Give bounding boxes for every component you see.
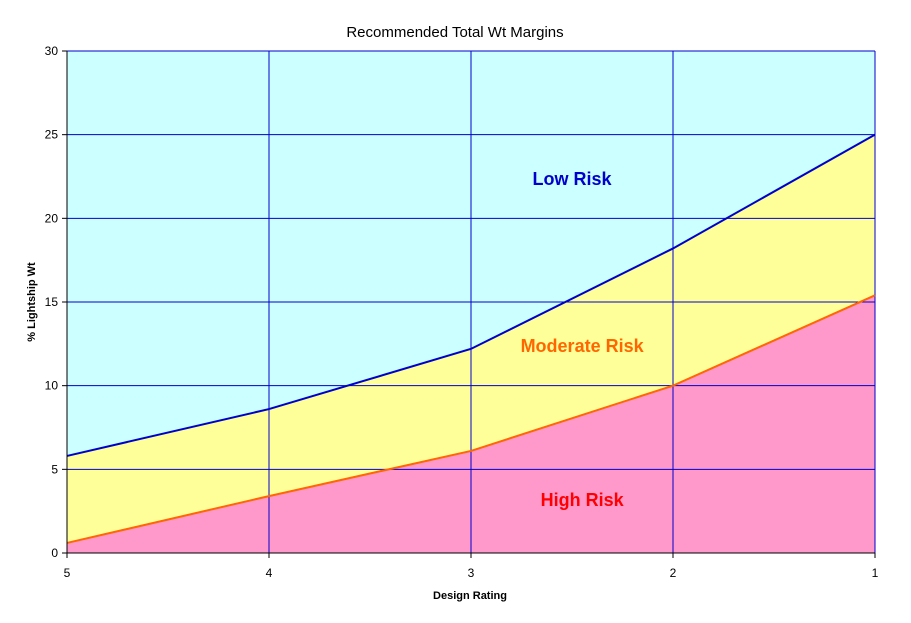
series-line-high-risk-boundary: [66, 294, 876, 544]
x-tick-label: 5: [64, 566, 71, 580]
x-tick-label: 1: [872, 566, 879, 580]
series-line-low-risk-boundary: [66, 133, 876, 457]
y-tick-labels: 0 5 10 15 20 25 30: [45, 44, 59, 560]
y-axis-title: % Lightship Wt: [26, 262, 38, 342]
y-tick-label: 25: [45, 128, 59, 142]
x-tick-label: 4: [266, 566, 273, 580]
region-label-low-risk: Low Risk: [532, 169, 612, 189]
y-tick-label: 10: [45, 379, 59, 393]
chart-title: Recommended Total Wt Margins: [346, 24, 563, 41]
axes: [62, 50, 876, 558]
series-lines: [66, 133, 876, 544]
y-tick-label: 30: [45, 44, 59, 58]
region-label-moderate-risk: Moderate Risk: [521, 336, 645, 356]
y-tick-label: 0: [51, 546, 58, 560]
x-axis-title: Design Rating: [433, 590, 507, 602]
y-tick-label: 15: [45, 295, 59, 309]
y-tick-label: 20: [45, 211, 59, 225]
region-label-high-risk: High Risk: [541, 490, 625, 510]
x-tick-labels: 5 4 3 2 1: [64, 566, 879, 580]
x-tick-label: 3: [468, 566, 475, 580]
region-labels: High Risk Moderate Risk Low Risk: [521, 169, 645, 510]
x-tick-label: 2: [670, 566, 677, 580]
y-tick-label: 5: [51, 462, 58, 476]
